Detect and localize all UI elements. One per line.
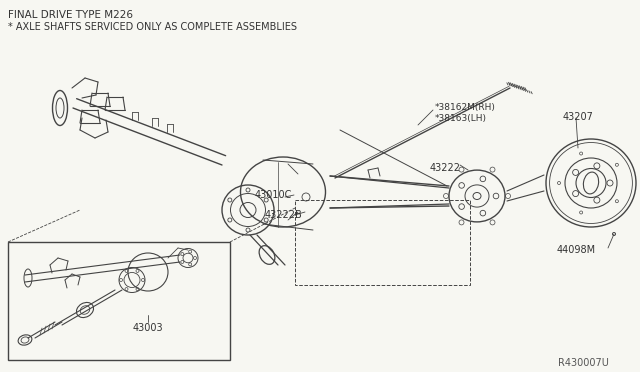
Text: 43222: 43222 [430, 163, 461, 173]
Text: 43207: 43207 [563, 112, 594, 122]
Text: 44098M: 44098M [557, 245, 596, 255]
Text: * AXLE SHAFTS SERVICED ONLY AS COMPLETE ASSEMBLIES: * AXLE SHAFTS SERVICED ONLY AS COMPLETE … [8, 22, 297, 32]
Text: 43222B: 43222B [265, 210, 303, 220]
Text: FINAL DRIVE TYPE M226: FINAL DRIVE TYPE M226 [8, 10, 133, 20]
Text: *38163(LH): *38163(LH) [435, 114, 487, 123]
Bar [8, 242, 230, 360]
Bar [295, 200, 470, 285]
Text: 43003: 43003 [133, 323, 164, 333]
Text: R430007U: R430007U [558, 358, 609, 368]
Text: 43010C: 43010C [255, 190, 292, 200]
Text: *38162M(RH): *38162M(RH) [435, 103, 496, 112]
